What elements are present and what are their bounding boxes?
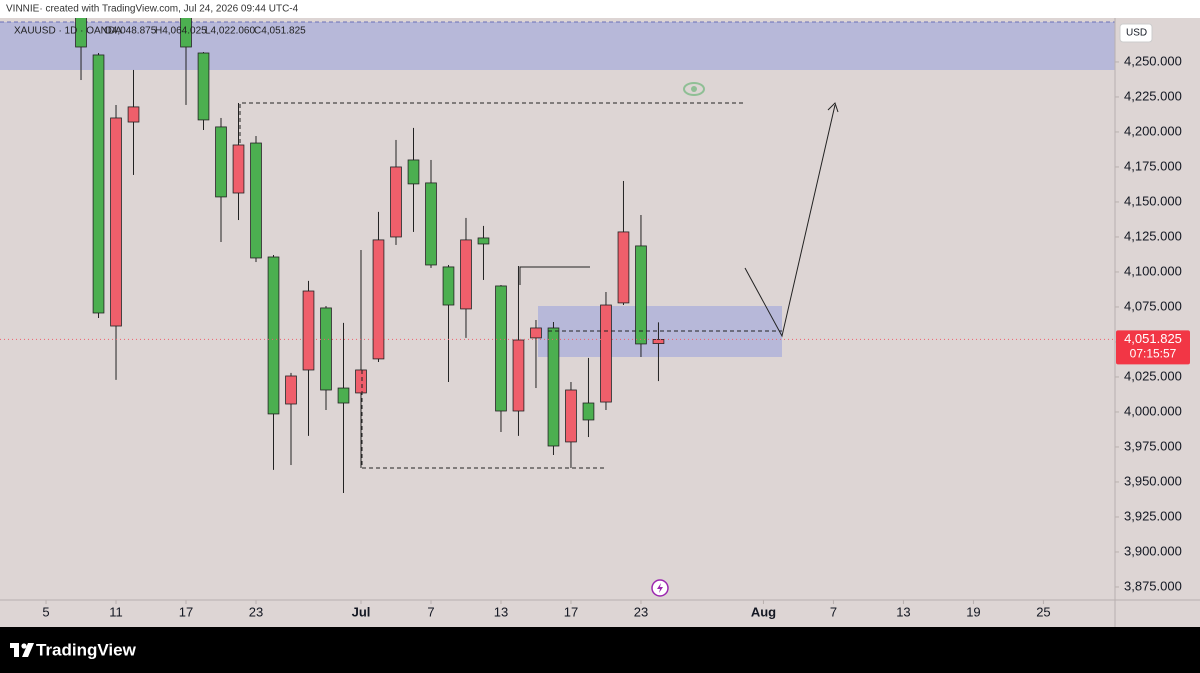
candle-body [302, 290, 315, 371]
y-tick-label: 4,225.000 [1124, 88, 1182, 103]
x-tick-label: 7 [427, 604, 434, 619]
candle-body [565, 389, 577, 443]
price-tag-value: 4,051.825 [1124, 331, 1182, 346]
x-tick-label: 23 [634, 604, 648, 619]
legend-close: C4,051.825 [254, 26, 306, 37]
candle-body [512, 339, 525, 412]
candle-body [547, 327, 560, 447]
candle-body [110, 117, 122, 327]
price-tag-countdown: 07:15:57 [1130, 347, 1177, 361]
y-tick-label: 3,925.000 [1124, 508, 1182, 523]
candle-body [372, 239, 385, 360]
candle-body [407, 159, 420, 185]
x-tick-label: 13 [494, 604, 508, 619]
x-tick-label: Aug [751, 604, 776, 619]
y-tick-label: 4,150.000 [1124, 193, 1182, 208]
projection-arrow [744, 104, 836, 338]
candle-body [617, 231, 630, 304]
arrow-head [827, 102, 839, 113]
x-tick-label: 25 [1036, 604, 1050, 619]
lightning-icon[interactable] [651, 579, 669, 597]
candle-body [477, 237, 490, 245]
header-text: VINNIE· created with TradingView.com, Ju… [6, 4, 299, 15]
y-tick-label: 3,975.000 [1124, 438, 1182, 453]
y-tick-label: 4,200.000 [1124, 123, 1182, 138]
dashed-level [361, 370, 606, 469]
legend-open: O4,048.875 [104, 26, 157, 37]
candles [75, 18, 665, 494]
drawings [239, 102, 839, 469]
y-tick-label: 4,000.000 [1124, 403, 1182, 418]
y-tick-label: 4,100.000 [1124, 263, 1182, 278]
candle-body [530, 327, 542, 339]
x-tick-label: 17 [564, 604, 578, 619]
candle-body [285, 375, 297, 405]
candle-body [232, 144, 245, 194]
y-tick-label: 4,250.000 [1124, 53, 1182, 68]
price-tag [1116, 330, 1190, 365]
candle-body [75, 18, 87, 48]
currency-label: USD [1126, 28, 1147, 39]
candle-body [355, 369, 367, 394]
x-tick-label: 11 [109, 604, 123, 619]
candle-body [425, 182, 437, 266]
candle-body [197, 52, 210, 121]
brand-logo [10, 643, 34, 657]
x-tick-label: 17 [179, 604, 193, 619]
candle-body [92, 54, 105, 314]
y-tick-label: 4,075.000 [1124, 298, 1182, 313]
x-tick-label: 23 [249, 604, 263, 619]
level-line [519, 266, 590, 285]
candle-body [250, 142, 262, 259]
currency-box[interactable] [1119, 23, 1153, 43]
y-tick-label: 3,950.000 [1124, 473, 1182, 488]
candle-body [652, 339, 665, 344]
y-tick-label: 3,900.000 [1124, 543, 1182, 558]
brand-name: TradingView [36, 640, 137, 659]
candle-body [600, 304, 612, 403]
footer-bar [0, 627, 1200, 673]
candle-body [320, 307, 332, 391]
x-tick-label: 5 [42, 604, 49, 619]
candle-body [215, 126, 227, 198]
candle-body [337, 387, 350, 404]
candle-body [460, 239, 472, 310]
y-tick-label: 4,125.000 [1124, 228, 1182, 243]
y-tick-label: 4,025.000 [1124, 368, 1182, 383]
x-tick-label: 19 [966, 604, 980, 619]
x-tick-label: Jul [352, 604, 371, 619]
candle-body [127, 106, 140, 123]
candle-body [635, 245, 647, 345]
candle-body [180, 18, 192, 48]
header-bar [0, 0, 1200, 18]
candle-body [267, 256, 280, 415]
candle-body [582, 402, 595, 421]
candle-body [390, 166, 402, 238]
candle-body [442, 266, 455, 306]
legend-symbol: XAUUSD · 1D · OANDA [14, 26, 122, 37]
legend-low: L4,022.060 [205, 26, 255, 37]
y-tick-label: 4,175.000 [1124, 158, 1182, 173]
candle-body [495, 285, 507, 412]
y-tick-label: 3,875.000 [1124, 578, 1182, 593]
x-tick-label: 7 [830, 604, 837, 619]
eye-icon[interactable] [683, 82, 705, 96]
legend-high: H4,064.025 [155, 26, 207, 37]
x-tick-label: 13 [896, 604, 910, 619]
